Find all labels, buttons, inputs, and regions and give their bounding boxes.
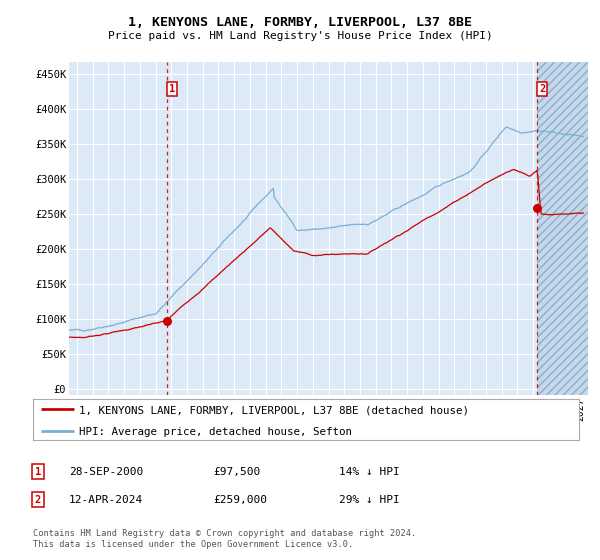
Text: 1, KENYONS LANE, FORMBY, LIVERPOOL, L37 8BE (detached house): 1, KENYONS LANE, FORMBY, LIVERPOOL, L37 … [79,405,469,416]
Text: 2: 2 [539,84,545,94]
Text: 28-SEP-2000: 28-SEP-2000 [69,466,143,477]
Text: 14% ↓ HPI: 14% ↓ HPI [339,466,400,477]
Text: 1: 1 [35,466,41,477]
Text: 2: 2 [35,494,41,505]
Text: £97,500: £97,500 [213,466,260,477]
Text: 29% ↓ HPI: 29% ↓ HPI [339,494,400,505]
Text: 1, KENYONS LANE, FORMBY, LIVERPOOL, L37 8BE: 1, KENYONS LANE, FORMBY, LIVERPOOL, L37 … [128,16,472,29]
Text: £259,000: £259,000 [213,494,267,505]
Text: Contains HM Land Registry data © Crown copyright and database right 2024.
This d: Contains HM Land Registry data © Crown c… [33,529,416,549]
Text: HPI: Average price, detached house, Sefton: HPI: Average price, detached house, Seft… [79,427,352,437]
Text: Price paid vs. HM Land Registry's House Price Index (HPI): Price paid vs. HM Land Registry's House … [107,31,493,41]
Text: 1: 1 [169,84,175,94]
Text: 12-APR-2024: 12-APR-2024 [69,494,143,505]
